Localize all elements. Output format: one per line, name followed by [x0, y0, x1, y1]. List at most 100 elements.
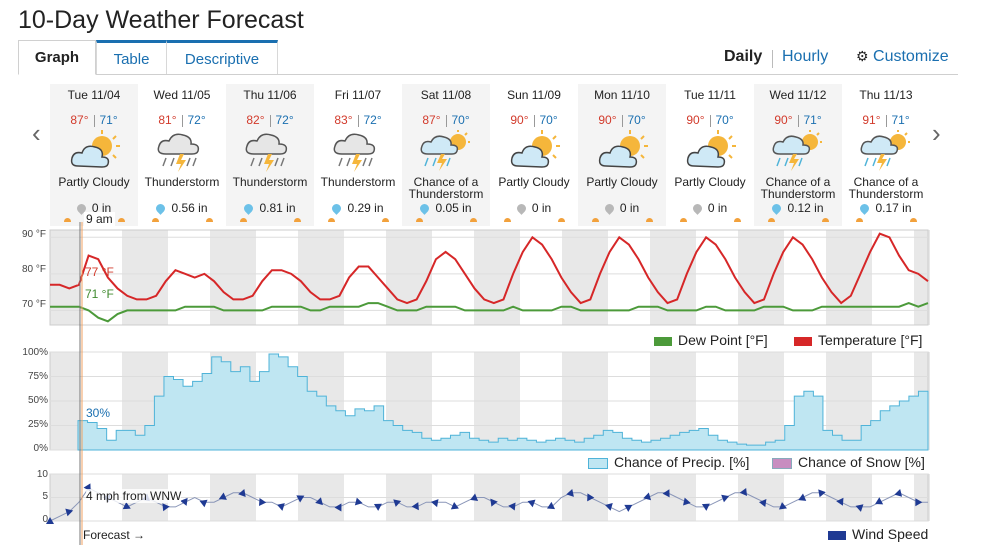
- day-column[interactable]: Tue 11/11 90° 70° Partly Cloudy 0 in: [666, 84, 754, 226]
- night-band: [914, 474, 930, 521]
- day-temps: 90° 70°: [578, 113, 666, 127]
- cursor-time-label: 9 am: [84, 212, 115, 226]
- legend-label: Wind Speed: [852, 526, 929, 542]
- chance-thunderstorm-icon: [856, 130, 916, 172]
- partly-cloudy-icon: [592, 130, 652, 172]
- night-band: [914, 352, 930, 450]
- precip-value: 0 in: [619, 201, 640, 215]
- night-band: [138, 230, 168, 325]
- wind-direction-arrow: [758, 499, 767, 508]
- day-column[interactable]: Thu 11/13 91° 71° Chance of a Thunderstorm 0…: [842, 84, 930, 226]
- wind-direction-arrow: [354, 497, 363, 506]
- legend-precip[interactable]: Chance of Precip. [%]: [588, 454, 749, 470]
- sunset-icon: [558, 218, 565, 222]
- legend-wind[interactable]: Wind Speed: [828, 526, 928, 542]
- night-band: [50, 474, 80, 521]
- tab-table[interactable]: Table: [96, 40, 166, 74]
- night-band: [842, 352, 872, 450]
- day-temps: 83° 72°: [314, 113, 402, 127]
- day-column[interactable]: Wed 11/12 90° 71° Chance of a Thunderstorm 0…: [754, 84, 842, 226]
- precip-axis-tick: 0%: [33, 443, 48, 454]
- tab-graph[interactable]: Graph: [18, 40, 96, 75]
- precip-value: 0.56 in: [171, 201, 208, 215]
- wind-direction-arrow: [470, 493, 479, 502]
- wind-direction-arrow: [894, 488, 903, 497]
- day-column[interactable]: Sat 11/08 87° 70° Chance of a Thunderstorm 0…: [402, 84, 490, 226]
- high-temp: 82°: [246, 113, 265, 127]
- low-temp: 71°: [891, 113, 910, 127]
- day-column[interactable]: Wed 11/05 81° 72° Thunderstorm 0.56 in: [138, 84, 226, 226]
- wind-axis-tick: 5: [42, 491, 48, 502]
- legend-temperature[interactable]: Temperature [°F]: [794, 332, 922, 348]
- night-band: [210, 474, 226, 521]
- night-band: [562, 230, 578, 325]
- condition-text: Thunderstorm: [320, 175, 396, 189]
- legend-label: Dew Point [°F]: [678, 332, 768, 348]
- legend-swatch: [772, 457, 792, 469]
- wind-direction-arrow: [662, 489, 670, 498]
- wind-direction-arrow: [430, 499, 439, 508]
- legend-label: Temperature [°F]: [818, 332, 923, 348]
- temp-separator: [885, 114, 887, 127]
- high-temp: 87°: [70, 113, 89, 127]
- customize-link[interactable]: ⚙ Customize: [856, 48, 949, 66]
- sunset-icon: [646, 218, 653, 222]
- sunset-icon: [206, 218, 213, 222]
- sunrise-icon: [592, 218, 599, 222]
- legend-dew-point[interactable]: Dew Point [°F]: [654, 332, 768, 348]
- day-temps: 87° 70°: [402, 113, 490, 127]
- night-band: [650, 352, 666, 450]
- day-column[interactable]: Fri 11/07 83° 72° Thunderstorm 0.29 in: [314, 84, 402, 226]
- night-band: [578, 230, 608, 325]
- prev-arrow-icon[interactable]: ‹: [32, 118, 41, 148]
- precip-amount: 0 in: [578, 201, 666, 216]
- day-column[interactable]: Sun 11/09 90° 70° Partly Cloudy 0 in: [490, 84, 578, 226]
- chart-frame: [49, 351, 929, 451]
- day-column[interactable]: Thu 11/06 82° 72° Thunderstorm 0.81 in: [226, 84, 314, 226]
- night-band: [754, 230, 784, 325]
- temp-separator: [797, 114, 799, 127]
- night-band: [386, 230, 402, 325]
- night-band: [226, 474, 256, 521]
- precip-amount: 0.29 in: [314, 201, 402, 216]
- night-band: [650, 230, 666, 325]
- temp-separator: [181, 114, 183, 127]
- temp-axis-tick: 90 °F: [21, 229, 46, 240]
- legend-swatch: [828, 530, 846, 540]
- wind-direction-arrow: [739, 488, 748, 497]
- low-temp: 70°: [451, 113, 470, 127]
- sunrise-icon: [768, 218, 775, 222]
- day-name: Tue 11/11: [684, 88, 736, 102]
- day-column[interactable]: Mon 11/10 90° 70° Partly Cloudy 0 in: [578, 84, 666, 226]
- wind-direction-arrow: [277, 503, 285, 511]
- raindrop-icon: [514, 202, 528, 216]
- daily-toggle[interactable]: Daily: [724, 48, 763, 65]
- sunset-icon: [470, 218, 477, 222]
- day-column[interactable]: Tue 11/04 87° 71° Partly Cloudy 0 in: [50, 84, 138, 226]
- night-band: [298, 230, 314, 325]
- wind-direction-arrow: [546, 501, 556, 510]
- temp-separator: [93, 114, 95, 127]
- precip-axis-tick: 25%: [27, 419, 48, 430]
- wind-direction-arrow: [393, 499, 402, 507]
- high-temp: 83°: [334, 113, 353, 127]
- condition-text: Chance of a Thunderstorm: [760, 175, 836, 201]
- day-name: Wed 11/05: [153, 88, 211, 102]
- wind-direction-arrow: [373, 503, 382, 511]
- precip-amount: 0.17 in: [842, 201, 930, 216]
- legend-swatch: [654, 336, 672, 346]
- temp-separator: [357, 114, 359, 127]
- chance-thunderstorm-icon: [768, 130, 828, 172]
- legend-snow[interactable]: Chance of Snow [%]: [772, 454, 925, 470]
- tab-descriptive[interactable]: Descriptive: [166, 40, 278, 74]
- night-band: [754, 352, 784, 450]
- sunrise-icon: [856, 218, 863, 222]
- night-band: [826, 352, 842, 450]
- next-arrow-icon[interactable]: ›: [932, 118, 941, 148]
- wind-speed-line: [49, 487, 928, 522]
- precip-amount: 0.12 in: [754, 201, 842, 216]
- precip-value: 0 in: [707, 201, 728, 215]
- divider: [772, 50, 773, 68]
- night-band: [474, 230, 490, 325]
- hourly-toggle[interactable]: Hourly: [782, 48, 829, 65]
